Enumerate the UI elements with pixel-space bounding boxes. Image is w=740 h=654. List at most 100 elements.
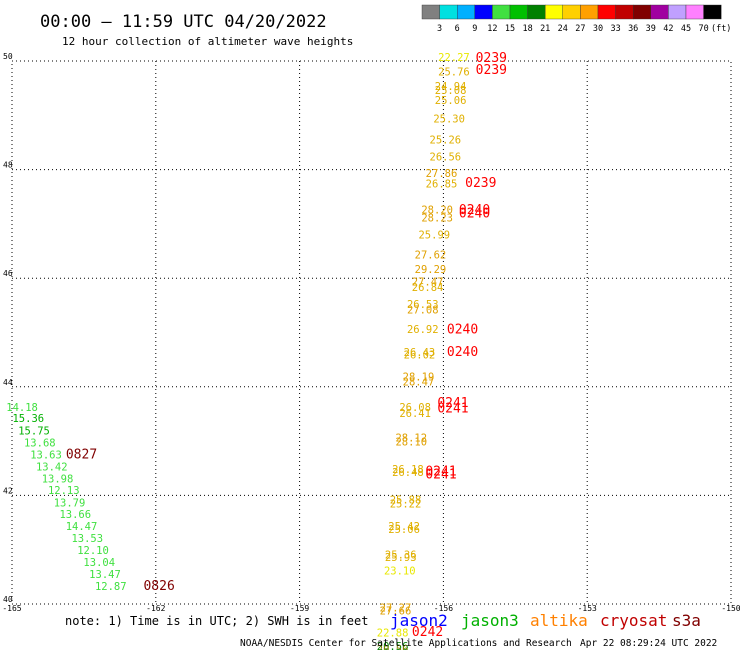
swh-label: 27.27	[380, 603, 412, 615]
color-scale-label: 21	[540, 24, 550, 34]
color-scale-swatch	[703, 4, 722, 20]
swh-label: 27.08	[407, 304, 439, 316]
color-scale: 3 6 9 12 15 18 21 24 27 30 33 36 39 42 45 70 (ft)	[421, 4, 731, 34]
plot-area: -165 -162 -159 -156 -153 -150 40 42 44 46 48 50 22.2…	[2, 51, 740, 654]
swh-label: 13.68	[24, 438, 56, 450]
pass-time-label: 0241	[425, 468, 456, 483]
footer-note: note: 1) Time is in UTC; 2) SWH is in fe…	[65, 614, 368, 628]
color-scale-swatch	[562, 4, 581, 20]
x-tick-label: -156	[434, 604, 453, 613]
color-scale-swatch	[421, 4, 440, 20]
swh-label: 13.53	[71, 533, 103, 545]
pass-time-label: 0239	[476, 51, 507, 66]
y-tick-label: 48	[3, 161, 13, 170]
satellite-legend: jason2 jason3 altika cryosat s3a	[390, 611, 701, 630]
swh-label: 13.47	[89, 569, 121, 581]
swh-label: 25.30	[433, 113, 465, 125]
swh-label: 27.66	[380, 605, 412, 617]
color-scale-label: 24	[558, 24, 568, 34]
swh-label: 25.93	[385, 552, 417, 564]
swh-label: 25.88	[390, 495, 422, 507]
swh-label: 28.12	[395, 433, 427, 445]
y-tick-label: 50	[3, 52, 13, 61]
x-tick-label: -153	[578, 604, 597, 613]
pass-time-label: 0239	[465, 176, 496, 191]
swh-label: 25.06	[388, 524, 420, 536]
swh-label: 13.42	[36, 461, 68, 473]
legend-entry-jason2: jason2	[390, 611, 448, 630]
color-scale-swatch	[597, 4, 616, 20]
pass-time-label: 0241	[437, 396, 468, 411]
color-scale-swatch	[580, 4, 599, 20]
swh-label: 13.04	[83, 557, 115, 569]
plot-frame	[11, 60, 732, 605]
swh-label: 26.02	[404, 350, 436, 362]
swh-label: 13.66	[59, 509, 91, 521]
swh-label: 25.42	[388, 521, 420, 533]
color-scale-label: 6	[455, 24, 460, 34]
swh-label: 26.08	[399, 402, 431, 414]
y-tick-label: 42	[3, 486, 13, 495]
color-scale-label: 39	[646, 24, 656, 34]
pass-time-label: 0242	[412, 625, 443, 640]
legend-entry-altika: altika	[530, 611, 588, 630]
color-scale-swatch	[668, 4, 687, 20]
swh-label: 22.88	[377, 628, 409, 640]
x-tick-label: -150	[721, 604, 740, 613]
y-tick-label: 44	[3, 378, 13, 387]
color-scale-swatch	[633, 4, 652, 20]
color-scale-label: 30	[593, 24, 603, 34]
swh-label: 13.98	[42, 473, 74, 485]
swh-label: 12.10	[77, 545, 109, 557]
color-scale-label: 18	[522, 24, 532, 34]
swh-label: 27.47	[412, 276, 444, 288]
swh-label: 28.20	[421, 205, 453, 217]
legend-entry-cryosat: cryosat	[600, 611, 667, 630]
pass-time-label: 0239	[476, 63, 507, 78]
legend-entry-jason3: jason3	[461, 611, 519, 630]
y-tick-label: 40	[3, 595, 13, 604]
swh-label: 13.63	[30, 449, 62, 461]
pass-time-label: 0827	[66, 447, 97, 462]
x-tick-label: -162	[146, 604, 165, 613]
swh-label: 28.10	[395, 436, 427, 448]
swh-label: 26.18	[392, 464, 424, 476]
y-tick-label: 46	[3, 269, 13, 278]
color-scale-label: (ft)	[711, 24, 731, 34]
color-scale-label: 70	[698, 24, 708, 34]
color-scale-label: 42	[663, 24, 673, 34]
color-scale-swatch	[509, 4, 528, 20]
legend-entry-s3a: s3a	[672, 611, 701, 630]
chart-subtitle: 12 hour collection of altimeter wave hei…	[62, 35, 353, 48]
swh-label: 29.29	[415, 264, 447, 276]
swh-label: 26.85	[426, 179, 458, 191]
swh-label: 28.19	[403, 371, 435, 383]
color-scale-label: 15	[505, 24, 515, 34]
swh-label: 26.56	[430, 151, 462, 163]
swh-label: 13.79	[54, 497, 86, 509]
swh-label: 26.41	[399, 408, 431, 420]
color-scale-label: 45	[681, 24, 691, 34]
color-scale-swatch	[650, 4, 669, 20]
swh-label: 25.22	[390, 498, 422, 510]
color-scale-swatch	[527, 4, 546, 20]
color-scale-swatch	[545, 4, 564, 20]
color-scale-swatch	[457, 4, 476, 20]
swh-label: 26.48	[392, 467, 424, 479]
color-scale-label: 33	[610, 24, 620, 34]
color-scale-label: 3	[437, 24, 442, 34]
x-tick-label: -159	[290, 604, 309, 613]
swh-label: 15.75	[18, 426, 50, 438]
swh-label: 26.84	[412, 282, 444, 294]
pass-time-label: 0240	[459, 206, 490, 221]
swh-label: 20.56	[377, 644, 409, 650]
footer-credit: NOAA/NESDIS Center for Satellite Applica…	[240, 638, 572, 649]
swh-label: 24.94	[435, 81, 467, 93]
pass-time-label: 0240	[447, 323, 478, 338]
color-scale-swatch	[615, 4, 634, 20]
swh-label: 25.26	[430, 135, 462, 147]
swh-label: 26.43	[404, 347, 436, 359]
swh-label: 14.47	[66, 521, 98, 533]
swh-label: 28.23	[421, 213, 453, 225]
